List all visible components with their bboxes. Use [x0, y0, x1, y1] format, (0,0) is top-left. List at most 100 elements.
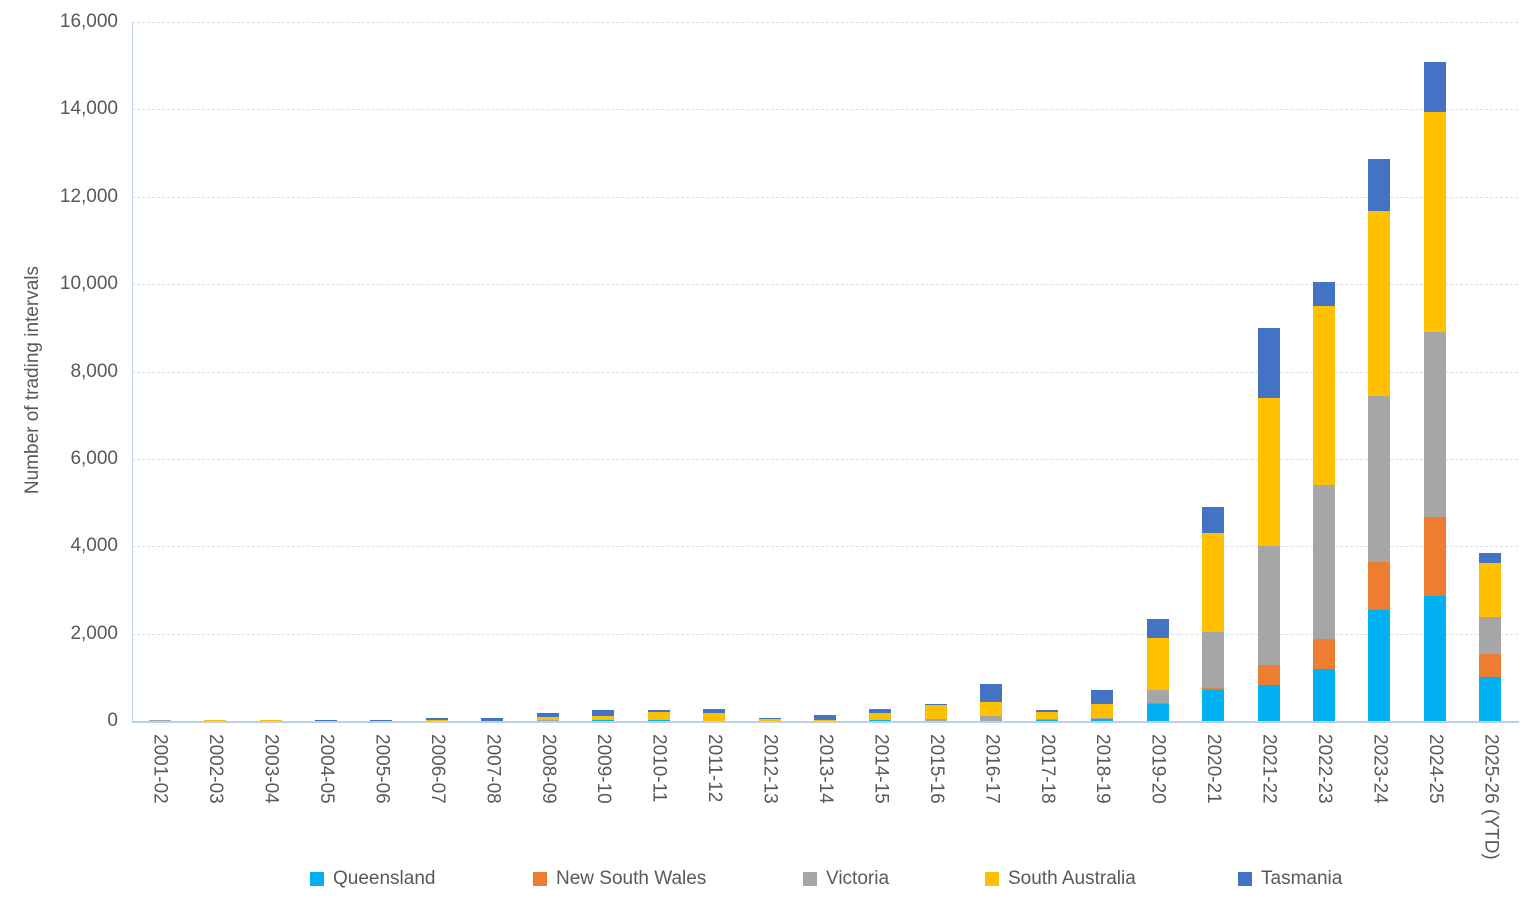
bar-segment-victoria-2001-02 — [148, 719, 171, 721]
legend-label-victoria: Victoria — [826, 868, 890, 889]
bar-segment-victoria-2021-22 — [1257, 546, 1280, 666]
gridline — [132, 196, 1518, 198]
bar-segment-queensland-2020-21 — [1202, 689, 1225, 721]
bar-segment-south-australia-2011-12 — [703, 712, 726, 721]
y-tick-label: 6,000 — [70, 447, 118, 469]
y-axis-line — [132, 22, 133, 721]
bar-segment-queensland-2022-23 — [1312, 668, 1335, 721]
bar-segment-tasmania-2024-25 — [1423, 62, 1446, 113]
bar-segment-tasmania-2018-19 — [1091, 690, 1114, 704]
gridline — [132, 109, 1518, 111]
bar-segment-new-south-wales-2022-23 — [1312, 638, 1335, 669]
bar-segment-victoria-2024-25 — [1423, 332, 1446, 518]
x-axis-label: 2013-14 — [815, 734, 836, 804]
x-axis-label: 2007-08 — [482, 734, 504, 804]
y-tick-label: 0 — [107, 710, 118, 731]
legend-label-tasmania: Tasmania — [1261, 868, 1343, 889]
bar-segment-tasmania-2016-17 — [980, 684, 1003, 703]
x-axis-label: 2001-02 — [149, 734, 171, 804]
y-tick-label: 16,000 — [59, 11, 118, 32]
bar-segment-south-australia-2010-11 — [647, 711, 670, 721]
bar-segment-new-south-wales-2025-26YTD — [1479, 654, 1502, 678]
bar-segment-queensland-2010-11 — [647, 720, 670, 722]
bar-segment-south-australia-2016-17 — [980, 702, 1003, 716]
victoria-swatch-icon — [803, 872, 817, 886]
bar-segment-victoria-2022-23 — [1312, 484, 1335, 639]
bar-segment-queensland-2025-26YTD — [1479, 677, 1502, 721]
bar-segment-south-australia-2009-10 — [592, 715, 615, 721]
bar-segment-tasmania-2004-05 — [315, 719, 338, 721]
bar-segment-queensland-2021-22 — [1257, 684, 1280, 721]
bar-segment-queensland-2017-18 — [1035, 720, 1058, 722]
bar-segment-victoria-2017-18 — [1035, 719, 1058, 721]
bar-segment-tasmania-2006-07 — [425, 718, 448, 721]
bar-segment-tasmania-2019-20 — [1146, 619, 1169, 638]
bar-segment-tasmania-2007-08 — [481, 717, 504, 721]
bar-segment-tasmania-2023-24 — [1368, 158, 1391, 211]
bar-segment-tasmania-2021-22 — [1257, 327, 1280, 398]
bar-segment-south-australia-2019-20 — [1146, 637, 1169, 690]
bar-segment-new-south-wales-2020-21 — [1202, 687, 1225, 690]
x-axis-line — [132, 721, 1519, 723]
legend-item-south-australia: South Australia — [985, 867, 1136, 891]
gridline — [132, 22, 1518, 23]
bar-segment-tasmania-2011-12 — [703, 708, 726, 713]
y-tick-label: 12,000 — [59, 185, 118, 207]
bar-segment-south-australia-2006-07 — [425, 720, 448, 722]
bar-segment-south-australia-2014-15 — [869, 713, 892, 721]
bar-segment-south-australia-2018-19 — [1091, 703, 1114, 718]
queensland-swatch-icon — [310, 872, 324, 886]
bar-segment-tasmania-2025-26YTD — [1479, 553, 1502, 563]
y-tick-label: 2,000 — [70, 622, 118, 644]
bar-segment-queensland-2023-24 — [1368, 609, 1391, 721]
x-axis-label: 2025-26 (YTD) — [1480, 734, 1502, 860]
x-axis-label: 2020-21 — [1203, 734, 1225, 804]
legend-item-tasmania: Tasmania — [1238, 867, 1342, 891]
bar-segment-victoria-2020-21 — [1202, 632, 1225, 688]
bar-segment-victoria-2015-16 — [924, 718, 947, 721]
x-axis-label: 2014-15 — [870, 734, 892, 804]
bar-segment-new-south-wales-2019-20 — [1146, 703, 1169, 705]
bar-segment-tasmania-2010-11 — [647, 709, 670, 712]
bar-segment-tasmania-2005-06 — [370, 719, 393, 721]
legend-item-new-south-wales: New South Wales — [533, 867, 706, 891]
x-axis-label: 2022-23 — [1313, 734, 1335, 804]
y-tick-label: 8,000 — [70, 360, 118, 382]
bar-segment-queensland-2019-20 — [1146, 704, 1169, 721]
bar-segment-south-australia-2012-13 — [758, 718, 781, 721]
bar-segment-south-australia-2025-26YTD — [1479, 562, 1502, 617]
x-axis-label: 2021-22 — [1258, 734, 1280, 804]
legend-item-victoria: Victoria — [803, 867, 889, 891]
bar-segment-south-australia-2024-25 — [1423, 112, 1446, 333]
bar-segment-victoria-2025-26YTD — [1479, 616, 1502, 655]
chart-legend: Queensland New South Wales Victoria Sout… — [0, 867, 1533, 893]
y-tick-label: 4,000 — [70, 535, 118, 557]
x-axis-label: 2018-19 — [1092, 734, 1114, 804]
bar-segment-south-australia-2008-09 — [536, 716, 559, 721]
bar-segment-tasmania-2012-13 — [758, 717, 781, 719]
bar-segment-tasmania-2009-10 — [592, 709, 615, 716]
y-tick-label: 10,000 — [59, 273, 118, 295]
bar-segment-tasmania-2014-15 — [869, 708, 892, 714]
bar-segment-tasmania-2022-23 — [1312, 282, 1335, 306]
x-axis-label: 2010-11 — [648, 734, 670, 803]
bar-segment-tasmania-2015-16 — [924, 703, 947, 705]
bar-segment-south-australia-2020-21 — [1202, 532, 1225, 633]
gridline — [132, 371, 1518, 373]
bar-segment-victoria-2016-17 — [980, 715, 1003, 721]
bar-segment-victoria-2019-20 — [1146, 689, 1169, 704]
tasmania-swatch-icon — [1238, 872, 1252, 886]
bar-segment-tasmania-2020-21 — [1202, 507, 1225, 533]
legend-label-new-south-wales: New South Wales — [556, 868, 707, 889]
x-axis-label: 2011-12 — [704, 734, 726, 803]
x-axis-label: 2009-10 — [593, 734, 615, 804]
y-tick-label: 14,000 — [59, 98, 118, 120]
x-axis-label: 2017-18 — [1036, 734, 1058, 804]
south-australia-swatch-icon — [985, 872, 999, 886]
bar-segment-south-australia-2022-23 — [1312, 305, 1335, 485]
bar-segment-new-south-wales-2023-24 — [1368, 561, 1391, 610]
x-axis-label: 2023-24 — [1369, 734, 1391, 804]
x-axis-label: 2006-07 — [426, 734, 448, 804]
bar-segment-queensland-2018-19 — [1091, 719, 1114, 721]
gridline — [132, 458, 1518, 460]
